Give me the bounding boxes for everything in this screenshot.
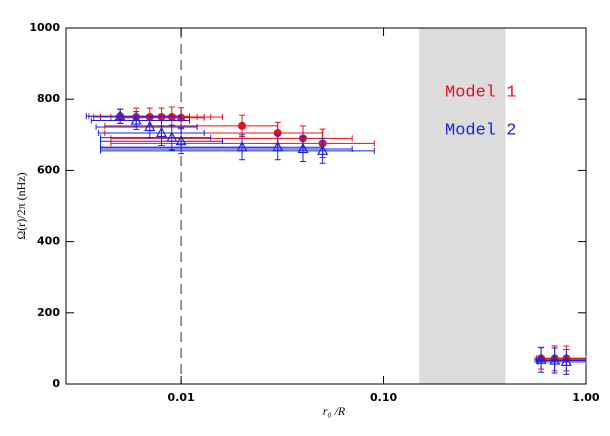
y-tick-label: 200 [37, 306, 60, 319]
marker [156, 126, 167, 138]
x-tick-label: 0.01 [168, 391, 195, 404]
marker [130, 114, 142, 125]
marker [114, 110, 126, 121]
marker [317, 144, 329, 155]
marker [144, 120, 156, 132]
marker [560, 355, 572, 367]
y-tick-label: 800 [37, 92, 60, 105]
marker [297, 142, 309, 154]
legend-label: Model 1 [445, 83, 516, 102]
plot-frame [65, 27, 587, 385]
x-tick-label: 1.00 [572, 391, 599, 404]
y-tick-label: 0 [52, 377, 60, 390]
y-axis-label: Ω(r)/2π (nHz) [14, 172, 28, 239]
marker [549, 354, 561, 365]
marker [535, 353, 547, 364]
shaded-region [419, 28, 506, 384]
marker [167, 113, 176, 121]
legend-label: Model 2 [445, 121, 516, 140]
marker [175, 134, 187, 146]
y-tick-label: 400 [37, 235, 60, 248]
x-tick-label: 0.10 [370, 391, 397, 404]
y-tick-label: 600 [37, 163, 60, 176]
y-tick-label: 1000 [29, 21, 60, 34]
marker [238, 121, 247, 130]
x-axis-label: r₀ /R [323, 404, 346, 418]
